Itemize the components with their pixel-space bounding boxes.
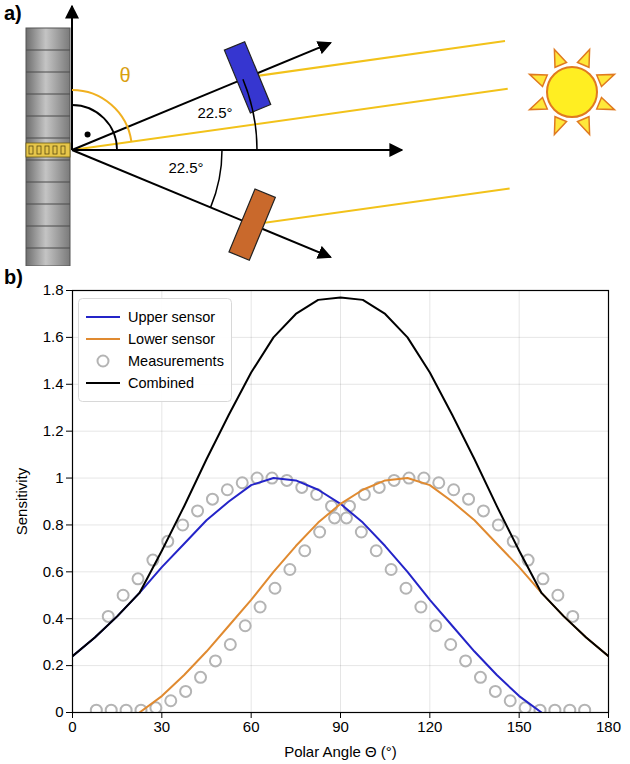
svg-text:1.4: 1.4: [43, 375, 64, 392]
svg-text:Combined: Combined: [128, 375, 194, 391]
html-text:b): b): [4, 266, 23, 288]
svg-text:90: 90: [332, 718, 349, 735]
svg-text:a): a): [4, 2, 22, 24]
svg-text:30: 30: [153, 718, 170, 735]
svg-text:0: 0: [68, 718, 76, 735]
svg-text:0.8: 0.8: [43, 516, 64, 533]
svg-text:1.6: 1.6: [43, 328, 64, 345]
svg-text:Measurements: Measurements: [128, 353, 224, 369]
svg-text:1: 1: [55, 469, 63, 486]
svg-text:Lower sensor: Lower sensor: [128, 331, 215, 347]
svg-text:120: 120: [417, 718, 442, 735]
svg-text:22.5°: 22.5°: [168, 159, 203, 176]
svg-text:0: 0: [55, 703, 63, 720]
svg-text:θ: θ: [119, 64, 130, 86]
svg-text:0.2: 0.2: [43, 656, 64, 673]
svg-text:1.2: 1.2: [43, 422, 64, 439]
svg-text:0.4: 0.4: [43, 610, 64, 627]
svg-text:Polar Angle Θ (°): Polar Angle Θ (°): [284, 743, 397, 760]
svg-text:150: 150: [507, 718, 532, 735]
svg-text:60: 60: [243, 718, 260, 735]
svg-text:1.8: 1.8: [43, 281, 64, 298]
svg-text:22.5°: 22.5°: [197, 104, 232, 121]
svg-text:180: 180: [596, 718, 621, 735]
svg-text:Upper sensor: Upper sensor: [128, 309, 215, 325]
svg-text:Sensitivity: Sensitivity: [13, 467, 30, 535]
svg-text:0.6: 0.6: [43, 563, 64, 580]
